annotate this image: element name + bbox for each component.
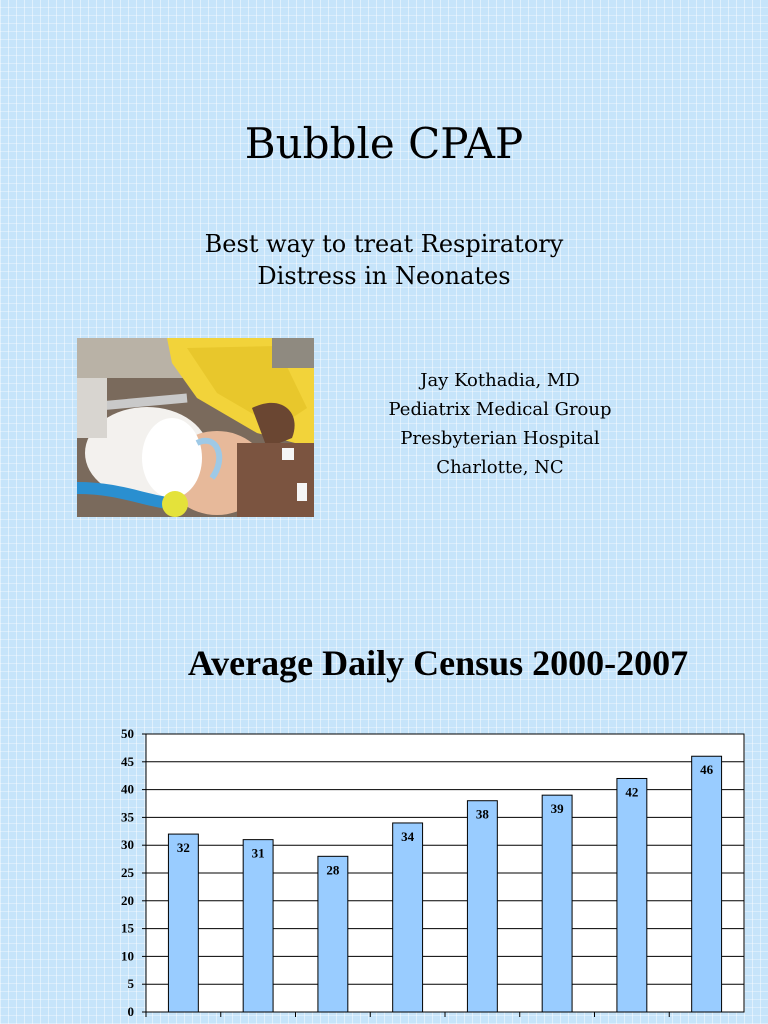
- chart-title: Average Daily Census 2000-2007: [187, 643, 689, 683]
- bar: [691, 755, 723, 1013]
- author-location: Charlotte, NC: [436, 457, 564, 478]
- y-tick-label: 20: [121, 893, 134, 908]
- y-tick-label: 10: [121, 948, 134, 963]
- y-tick-label: 5: [128, 976, 135, 991]
- bar-value-label: 39: [551, 801, 565, 816]
- census-bar-chart: 0 5 10 15 20 25 30 35 40 45 50 32 31 28 34 38 39 42 46: [0, 720, 768, 1024]
- y-tick-label: 25: [121, 865, 135, 880]
- bar-value-label: 46: [700, 762, 714, 777]
- bar: [392, 822, 424, 1013]
- slide-subtitle: Best way to treat Respiratory Distress i…: [84, 228, 684, 292]
- bar-value-label: 42: [625, 784, 638, 799]
- bar: [317, 855, 349, 1013]
- y-tick-label: 50: [121, 726, 134, 741]
- title-slide: Bubble CPAP Best way to treat Respirator…: [77, 119, 684, 517]
- y-tick-label: 15: [121, 921, 135, 936]
- bar: [541, 794, 573, 1013]
- author-organization: Pediatrix Medical Group: [388, 399, 612, 420]
- subtitle-line-1: Best way to treat Respiratory: [204, 230, 564, 258]
- bar-value-label: 32: [177, 840, 190, 855]
- bar-value-label: 31: [252, 846, 265, 861]
- bar: [466, 800, 498, 1013]
- slide-title: Bubble CPAP: [244, 119, 524, 168]
- bar-value-label: 38: [476, 807, 490, 822]
- neonate-cpap-photo: [77, 338, 314, 517]
- bar-value-label: 34: [401, 829, 415, 844]
- y-tick-label: 30: [121, 837, 134, 852]
- author-name: Jay Kothadia, MD: [420, 370, 580, 391]
- y-tick-label: 0: [128, 1004, 135, 1019]
- bar: [167, 833, 199, 1013]
- author-block: Jay Kothadia, MD Pediatrix Medical Group…: [340, 366, 660, 482]
- y-tick-label: 35: [121, 809, 135, 824]
- bar-value-label: 28: [326, 862, 340, 877]
- chart-svg: 0 5 10 15 20 25 30 35 40 45 50 32 31 28 34 38 39 42 46: [121, 726, 745, 1019]
- bar: [616, 777, 648, 1013]
- author-hospital: Presbyterian Hospital: [400, 428, 600, 449]
- y-tick-label: 40: [121, 782, 134, 797]
- bar: [242, 839, 274, 1013]
- y-tick-label: 45: [121, 754, 135, 769]
- subtitle-line-2: Distress in Neonates: [257, 262, 511, 290]
